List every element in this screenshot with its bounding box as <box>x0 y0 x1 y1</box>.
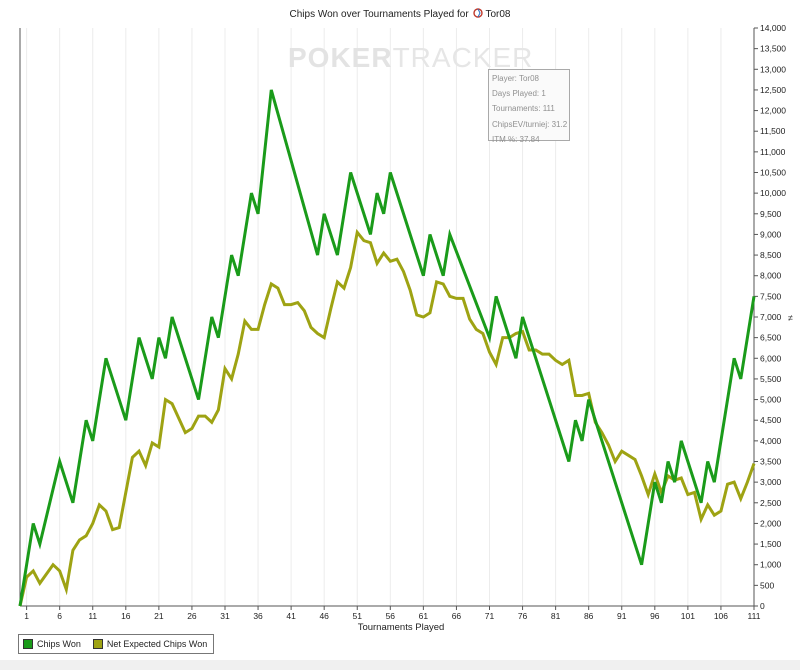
y-tick-label: 5,000 <box>760 395 782 405</box>
x-tick-label: 6 <box>57 611 62 621</box>
chart-legend[interactable]: Chips Won Net Expected Chips Won <box>18 634 215 654</box>
watermark-tracker: TRACKER <box>392 42 534 73</box>
y-tick-label: 2,000 <box>760 518 782 528</box>
x-tick-label: 111 <box>748 611 761 621</box>
x-tick-label: 101 <box>681 611 695 621</box>
y-tick-label: 2,500 <box>760 498 782 508</box>
y-tick-label: 4,000 <box>760 436 782 446</box>
y-tick-label: 500 <box>760 580 774 590</box>
series-line-chips-won <box>18 89 756 607</box>
y-tick-label: 0 <box>760 601 765 611</box>
y-tick-label: 6,000 <box>760 353 782 363</box>
series-line-net-expected <box>18 228 756 607</box>
y-tick-label: 8,500 <box>760 250 782 260</box>
info-itm: ITM %: 37.84 <box>492 134 540 144</box>
player-info-box: Player: Tor08 Days Played: 1 Tournaments… <box>488 69 570 144</box>
legend-swatch-net-expected <box>92 639 103 649</box>
y-tick-label: 1,000 <box>760 560 782 570</box>
y-tick-label: 4,500 <box>760 415 782 425</box>
x-tick-label: 61 <box>419 611 429 621</box>
watermark-poker: POKER <box>288 42 393 73</box>
status-bar <box>0 660 800 670</box>
legend-swatch-chips-won <box>23 639 33 649</box>
x-tick-label: 36 <box>253 611 263 621</box>
y-tick-label: 8,000 <box>760 271 782 281</box>
x-tick-label: 11 <box>88 611 97 621</box>
y-tick-label: 9,500 <box>760 209 782 219</box>
x-tick-label: 76 <box>518 611 528 621</box>
y-tick-label: 7,500 <box>760 291 782 301</box>
y-tick-label: 7,000 <box>760 312 782 322</box>
x-tick-label: 91 <box>617 611 627 621</box>
x-tick-label: 1 <box>24 611 29 621</box>
legend-item-net-expected[interactable]: Net Expected Chips Won <box>92 639 208 649</box>
x-tick-label: 71 <box>485 611 495 621</box>
info-days-played: Days Played: 1 <box>492 89 546 99</box>
x-tick-label: 96 <box>650 611 660 621</box>
x-tick-label: 26 <box>187 611 197 621</box>
x-tick-label: 31 <box>220 611 230 621</box>
legend-item-chips-won[interactable]: Chips Won <box>23 639 81 649</box>
y-tick-label: 12,000 <box>760 106 786 116</box>
chart-title-prefix: Chips Won over Tournaments Played for <box>289 9 469 20</box>
y-tick-label: 3,000 <box>760 477 782 487</box>
plot-area <box>20 28 754 606</box>
x-tick-label: 106 <box>714 611 728 621</box>
y-tick-label: 13,000 <box>760 64 786 74</box>
x-tick-label: 86 <box>584 611 594 621</box>
legend-label-chips-won: Chips Won <box>37 639 81 649</box>
y-tick-label: 11,000 <box>760 147 786 157</box>
x-tick-label: 56 <box>386 611 396 621</box>
poker-chip-icon <box>473 8 484 18</box>
x-tick-label: 46 <box>319 611 329 621</box>
y-tick-label: 1,500 <box>760 539 782 549</box>
y-tick-label: 11,500 <box>760 126 786 136</box>
info-player: Player: Tor08 <box>492 74 539 83</box>
legend-label-net-expected: Net Expected Chips Won <box>106 639 208 649</box>
x-tick-label: 21 <box>154 611 164 621</box>
y-tick-label: 6,500 <box>760 333 782 343</box>
y-tick-label: 10,500 <box>760 168 786 178</box>
y-tick-label: 14,000 <box>760 23 786 33</box>
y-tick-label: 12,500 <box>760 85 786 95</box>
chart-title: Chips Won over Tournaments Played for To… <box>0 8 800 20</box>
x-tick-label: 81 <box>551 611 561 621</box>
info-chipsev: ChipsEV/turniej: 31.2 <box>492 119 568 129</box>
y-tick-label: 13,500 <box>760 44 786 54</box>
y-tick-label: 10,000 <box>760 188 786 198</box>
y-tick-label: 3,500 <box>760 457 782 467</box>
y-tick-label: 9,000 <box>760 229 782 239</box>
info-tournaments: Tournaments: 111 <box>492 104 555 114</box>
x-axis-label: Tournaments Played <box>358 622 445 633</box>
player-name: Tor08 <box>485 9 511 20</box>
x-tick-label: 41 <box>286 611 296 621</box>
y-tick-label: 5,500 <box>760 374 782 384</box>
pokertracker-watermark: POKERTRACKER <box>288 42 533 74</box>
x-tick-label: 51 <box>353 611 363 621</box>
x-tick-label: 66 <box>452 611 462 621</box>
side-marker: ≠ <box>788 313 793 323</box>
x-tick-label: 16 <box>121 611 131 621</box>
